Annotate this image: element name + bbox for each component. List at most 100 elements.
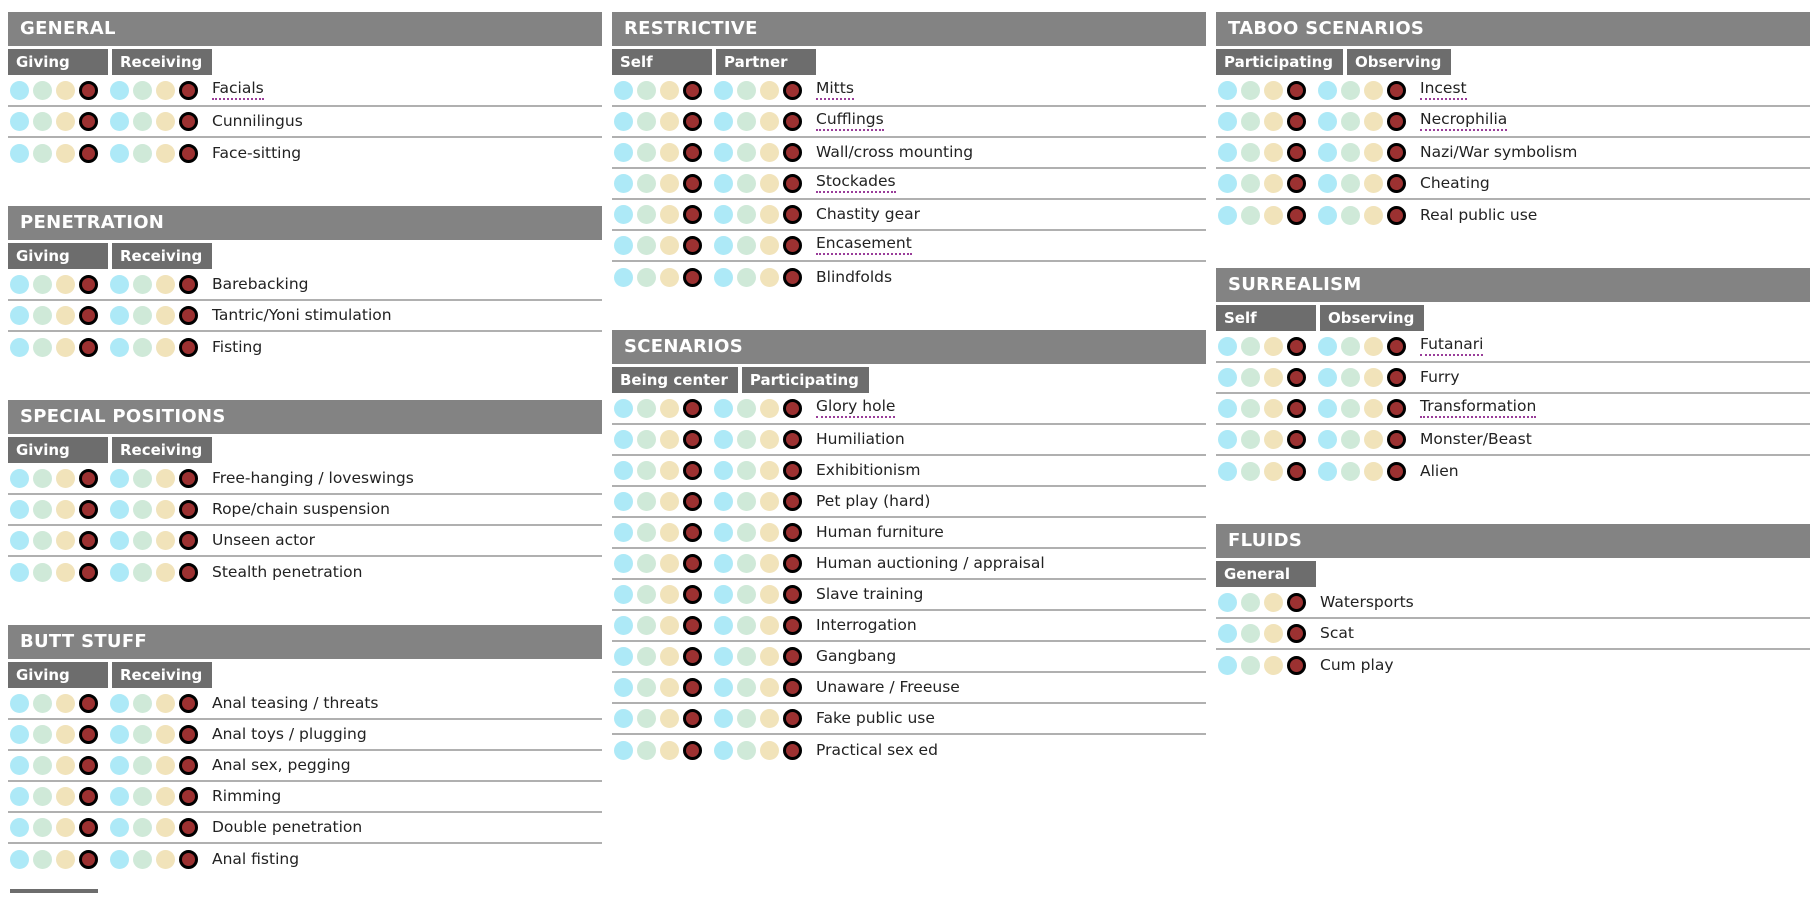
rating-dot-green[interactable] [33,144,52,163]
rating-dot-red[interactable] [683,554,702,573]
rating-dot-green[interactable] [133,818,152,837]
rating-dot-green[interactable] [33,756,52,775]
rating-dot-yellow[interactable] [156,725,175,744]
rating-dot-red[interactable] [1387,368,1406,387]
rating-dot-yellow[interactable] [1264,430,1283,449]
rating-dot-yellow[interactable] [1264,462,1283,481]
rating-dot-red[interactable] [1287,143,1306,162]
rating-dot-yellow[interactable] [1264,112,1283,131]
rating-dot-green[interactable] [133,531,152,550]
rating-dot-red[interactable] [1387,337,1406,356]
rating-dot-green[interactable] [133,338,152,357]
rating-dot-yellow[interactable] [56,787,75,806]
rating-dot-red[interactable] [1287,112,1306,131]
rating-dot-cyan[interactable] [714,399,733,418]
rating-dot-green[interactable] [133,112,152,131]
rating-dot-red[interactable] [783,461,802,480]
rating-dot-yellow[interactable] [156,850,175,869]
rating-dot-cyan[interactable] [1218,399,1237,418]
rating-dot-red[interactable] [683,112,702,131]
rating-dot-cyan[interactable] [1218,143,1237,162]
rating-dot-red[interactable] [179,275,198,294]
item-label[interactable]: Futanari [1420,337,1484,356]
rating-dot-green[interactable] [133,756,152,775]
rating-dot-cyan[interactable] [714,616,733,635]
rating-dot-cyan[interactable] [1218,206,1237,225]
rating-dot-red[interactable] [683,399,702,418]
rating-dot-red[interactable] [683,205,702,224]
rating-dot-red[interactable] [1387,112,1406,131]
rating-dot-cyan[interactable] [1218,337,1237,356]
rating-dot-cyan[interactable] [1218,656,1237,675]
rating-dot-green[interactable] [637,616,656,635]
rating-dot-yellow[interactable] [56,112,75,131]
rating-dot-yellow[interactable] [660,461,679,480]
rating-dot-green[interactable] [33,275,52,294]
rating-dot-red[interactable] [683,585,702,604]
rating-dot-yellow[interactable] [156,500,175,519]
rating-dot-red[interactable] [79,306,98,325]
rating-dot-cyan[interactable] [714,741,733,760]
rating-dot-green[interactable] [1341,143,1360,162]
rating-dot-red[interactable] [79,144,98,163]
rating-dot-green[interactable] [737,81,756,100]
rating-dot-green[interactable] [737,616,756,635]
rating-dot-yellow[interactable] [760,399,779,418]
item-label[interactable]: Facials [212,81,264,100]
rating-dot-cyan[interactable] [714,174,733,193]
rating-dot-green[interactable] [33,850,52,869]
rating-dot-red[interactable] [783,430,802,449]
rating-dot-yellow[interactable] [56,469,75,488]
rating-dot-cyan[interactable] [10,694,29,713]
rating-dot-red[interactable] [683,461,702,480]
rating-dot-cyan[interactable] [1218,624,1237,643]
item-label[interactable]: Transformation [1420,399,1537,418]
rating-dot-red[interactable] [783,399,802,418]
rating-dot-red[interactable] [1287,430,1306,449]
rating-dot-yellow[interactable] [1364,430,1383,449]
rating-dot-cyan[interactable] [714,585,733,604]
rating-dot-green[interactable] [1341,462,1360,481]
rating-dot-cyan[interactable] [1218,174,1237,193]
rating-dot-yellow[interactable] [56,756,75,775]
rating-dot-yellow[interactable] [760,523,779,542]
rating-dot-green[interactable] [737,523,756,542]
rating-dot-green[interactable] [637,585,656,604]
rating-dot-green[interactable] [737,174,756,193]
rating-dot-red[interactable] [79,81,98,100]
rating-dot-cyan[interactable] [110,850,129,869]
rating-dot-red[interactable] [783,585,802,604]
rating-dot-green[interactable] [637,461,656,480]
rating-dot-red[interactable] [79,756,98,775]
rating-dot-cyan[interactable] [614,616,633,635]
rating-dot-red[interactable] [179,81,198,100]
rating-dot-cyan[interactable] [614,461,633,480]
rating-dot-cyan[interactable] [614,709,633,728]
rating-dot-red[interactable] [1387,430,1406,449]
rating-dot-yellow[interactable] [760,709,779,728]
rating-dot-yellow[interactable] [1364,399,1383,418]
rating-dot-green[interactable] [133,787,152,806]
rating-dot-green[interactable] [737,399,756,418]
rating-dot-green[interactable] [737,678,756,697]
rating-dot-yellow[interactable] [660,554,679,573]
rating-dot-red[interactable] [1287,206,1306,225]
rating-dot-yellow[interactable] [760,430,779,449]
rating-dot-yellow[interactable] [56,500,75,519]
rating-dot-yellow[interactable] [760,143,779,162]
rating-dot-red[interactable] [783,616,802,635]
rating-dot-cyan[interactable] [10,563,29,582]
rating-dot-green[interactable] [637,554,656,573]
rating-dot-cyan[interactable] [1218,112,1237,131]
rating-dot-cyan[interactable] [1218,462,1237,481]
rating-dot-red[interactable] [683,81,702,100]
rating-dot-green[interactable] [133,144,152,163]
rating-dot-red[interactable] [79,725,98,744]
rating-dot-red[interactable] [683,741,702,760]
rating-dot-red[interactable] [179,144,198,163]
rating-dot-red[interactable] [1287,368,1306,387]
rating-dot-yellow[interactable] [660,399,679,418]
rating-dot-cyan[interactable] [10,787,29,806]
rating-dot-cyan[interactable] [10,756,29,775]
rating-dot-yellow[interactable] [156,112,175,131]
